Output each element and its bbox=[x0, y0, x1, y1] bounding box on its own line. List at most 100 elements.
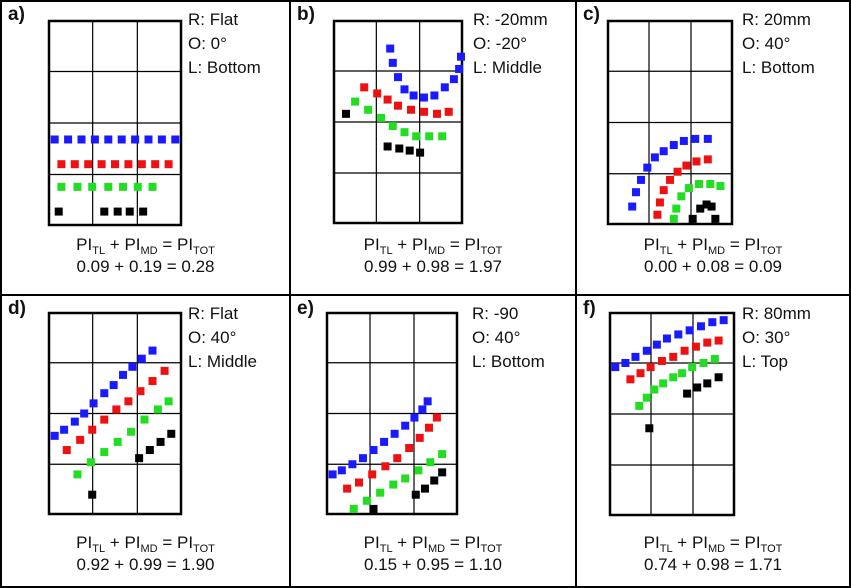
marker-black bbox=[405, 146, 414, 155]
pi-label: PI bbox=[643, 235, 660, 254]
marker-green bbox=[659, 379, 668, 388]
marker-blue bbox=[423, 397, 432, 406]
plot-grid bbox=[606, 19, 734, 226]
panel-letter: b) bbox=[297, 4, 315, 25]
sub-tl: TL bbox=[659, 543, 673, 555]
marker-green bbox=[127, 427, 136, 436]
param-l: L: Top bbox=[742, 352, 789, 371]
marker-green bbox=[438, 450, 447, 459]
marker-blue bbox=[128, 362, 137, 371]
marker-blue bbox=[386, 44, 395, 53]
marker-black bbox=[411, 490, 420, 499]
sub-tot: TOT bbox=[193, 543, 215, 555]
formula-equation: PITL + PIMD = PITOT bbox=[291, 234, 575, 257]
sub-tl: TL bbox=[92, 245, 106, 257]
marker-green bbox=[677, 192, 686, 201]
formula-equation: PITL + PIMD = PITOT bbox=[291, 532, 575, 555]
marker-blue bbox=[631, 188, 640, 197]
formula-equation: PITL + PIMD = PITOT bbox=[2, 234, 289, 257]
marker-blue bbox=[669, 141, 678, 150]
marker-green bbox=[73, 470, 82, 479]
plus-sign: + bbox=[392, 235, 412, 254]
marker-green bbox=[86, 458, 95, 467]
equals-sign: = bbox=[157, 533, 177, 552]
marker-black bbox=[88, 490, 97, 499]
marker-green bbox=[426, 458, 435, 467]
marker-green bbox=[362, 496, 371, 505]
marker-blue bbox=[628, 202, 637, 211]
panel-letter: f) bbox=[583, 298, 596, 319]
marker-red bbox=[703, 155, 712, 164]
param-o: O: 0° bbox=[188, 34, 227, 53]
marker-blue bbox=[89, 399, 98, 408]
marker-blue bbox=[119, 370, 128, 379]
marker-black bbox=[156, 437, 165, 446]
marker-green bbox=[414, 466, 423, 475]
panel-parameters: R: -90 O: 40° L: Bottom bbox=[472, 302, 545, 374]
equals-sign: = bbox=[725, 235, 745, 254]
param-l: L: Middle bbox=[188, 352, 257, 371]
marker-green bbox=[364, 105, 373, 114]
equals-sign: = bbox=[445, 533, 465, 552]
marker-blue bbox=[674, 330, 683, 339]
marker-blue bbox=[420, 93, 428, 102]
formula: PITL + PIMD = PITOT 0.00 + 0.08 = 0.09 bbox=[577, 234, 849, 278]
marker-blue bbox=[685, 326, 694, 335]
sub-tot: TOT bbox=[193, 245, 215, 257]
marker-red bbox=[70, 160, 79, 169]
marker-black bbox=[711, 214, 720, 223]
marker-green bbox=[148, 182, 157, 191]
plot-grid bbox=[608, 311, 736, 517]
marker-blue bbox=[621, 359, 630, 367]
pi-label: PI bbox=[124, 235, 141, 254]
formula-values: 0.92 + 0.99 = 1.90 bbox=[76, 555, 215, 574]
param-r: R: -20mm bbox=[473, 10, 548, 29]
marker-blue bbox=[348, 460, 357, 469]
marker-blue bbox=[691, 134, 700, 143]
marker-green bbox=[349, 504, 358, 513]
panel-letter: e) bbox=[297, 298, 314, 319]
marker-black bbox=[369, 504, 378, 513]
pi-label: PI bbox=[176, 533, 194, 552]
marker-black bbox=[693, 383, 702, 392]
marker-green bbox=[133, 182, 142, 191]
sub-tl: TL bbox=[659, 245, 673, 257]
marker-green bbox=[650, 385, 659, 394]
marker-blue bbox=[148, 346, 157, 355]
marker-blue bbox=[388, 58, 397, 67]
pi-label: PI bbox=[176, 235, 194, 254]
marker-black bbox=[139, 207, 148, 216]
marker-red bbox=[444, 107, 453, 116]
marker-blue bbox=[117, 135, 126, 144]
marker-red bbox=[383, 95, 392, 104]
marker-blue bbox=[652, 340, 661, 349]
marker-red bbox=[405, 444, 414, 453]
marker-red bbox=[666, 175, 674, 184]
marker-blue bbox=[380, 437, 389, 446]
plot-grid bbox=[47, 19, 183, 227]
marker-green bbox=[710, 354, 719, 363]
marker-blue bbox=[679, 136, 688, 145]
sub-tl: TL bbox=[379, 543, 393, 555]
marker-green bbox=[635, 401, 644, 410]
marker-red bbox=[433, 109, 441, 118]
marker-red bbox=[355, 478, 363, 487]
marker-blue bbox=[662, 334, 671, 343]
formula-values: 0.74 + 0.98 = 1.71 bbox=[643, 555, 782, 574]
marker-green bbox=[401, 474, 410, 483]
marker-blue bbox=[50, 431, 59, 440]
marker-black bbox=[696, 204, 705, 213]
marker-red bbox=[112, 405, 121, 414]
marker-red bbox=[680, 346, 689, 355]
formula-equation: PITL + PIMD = PITOT bbox=[2, 532, 289, 555]
marker-green bbox=[119, 182, 128, 191]
formula-values: 0.15 + 0.95 = 1.10 bbox=[363, 555, 502, 574]
marker-green bbox=[688, 363, 697, 372]
marker-red bbox=[360, 83, 369, 92]
marker-blue bbox=[631, 352, 640, 361]
panel-f: f) R: 80mm O: 30° L: Top PITL + PIMD = PITOT… bbox=[577, 296, 851, 588]
marker-blue bbox=[109, 381, 118, 390]
pi-label: PI bbox=[363, 235, 380, 254]
marker-red bbox=[682, 161, 691, 170]
marker-green bbox=[164, 397, 173, 406]
